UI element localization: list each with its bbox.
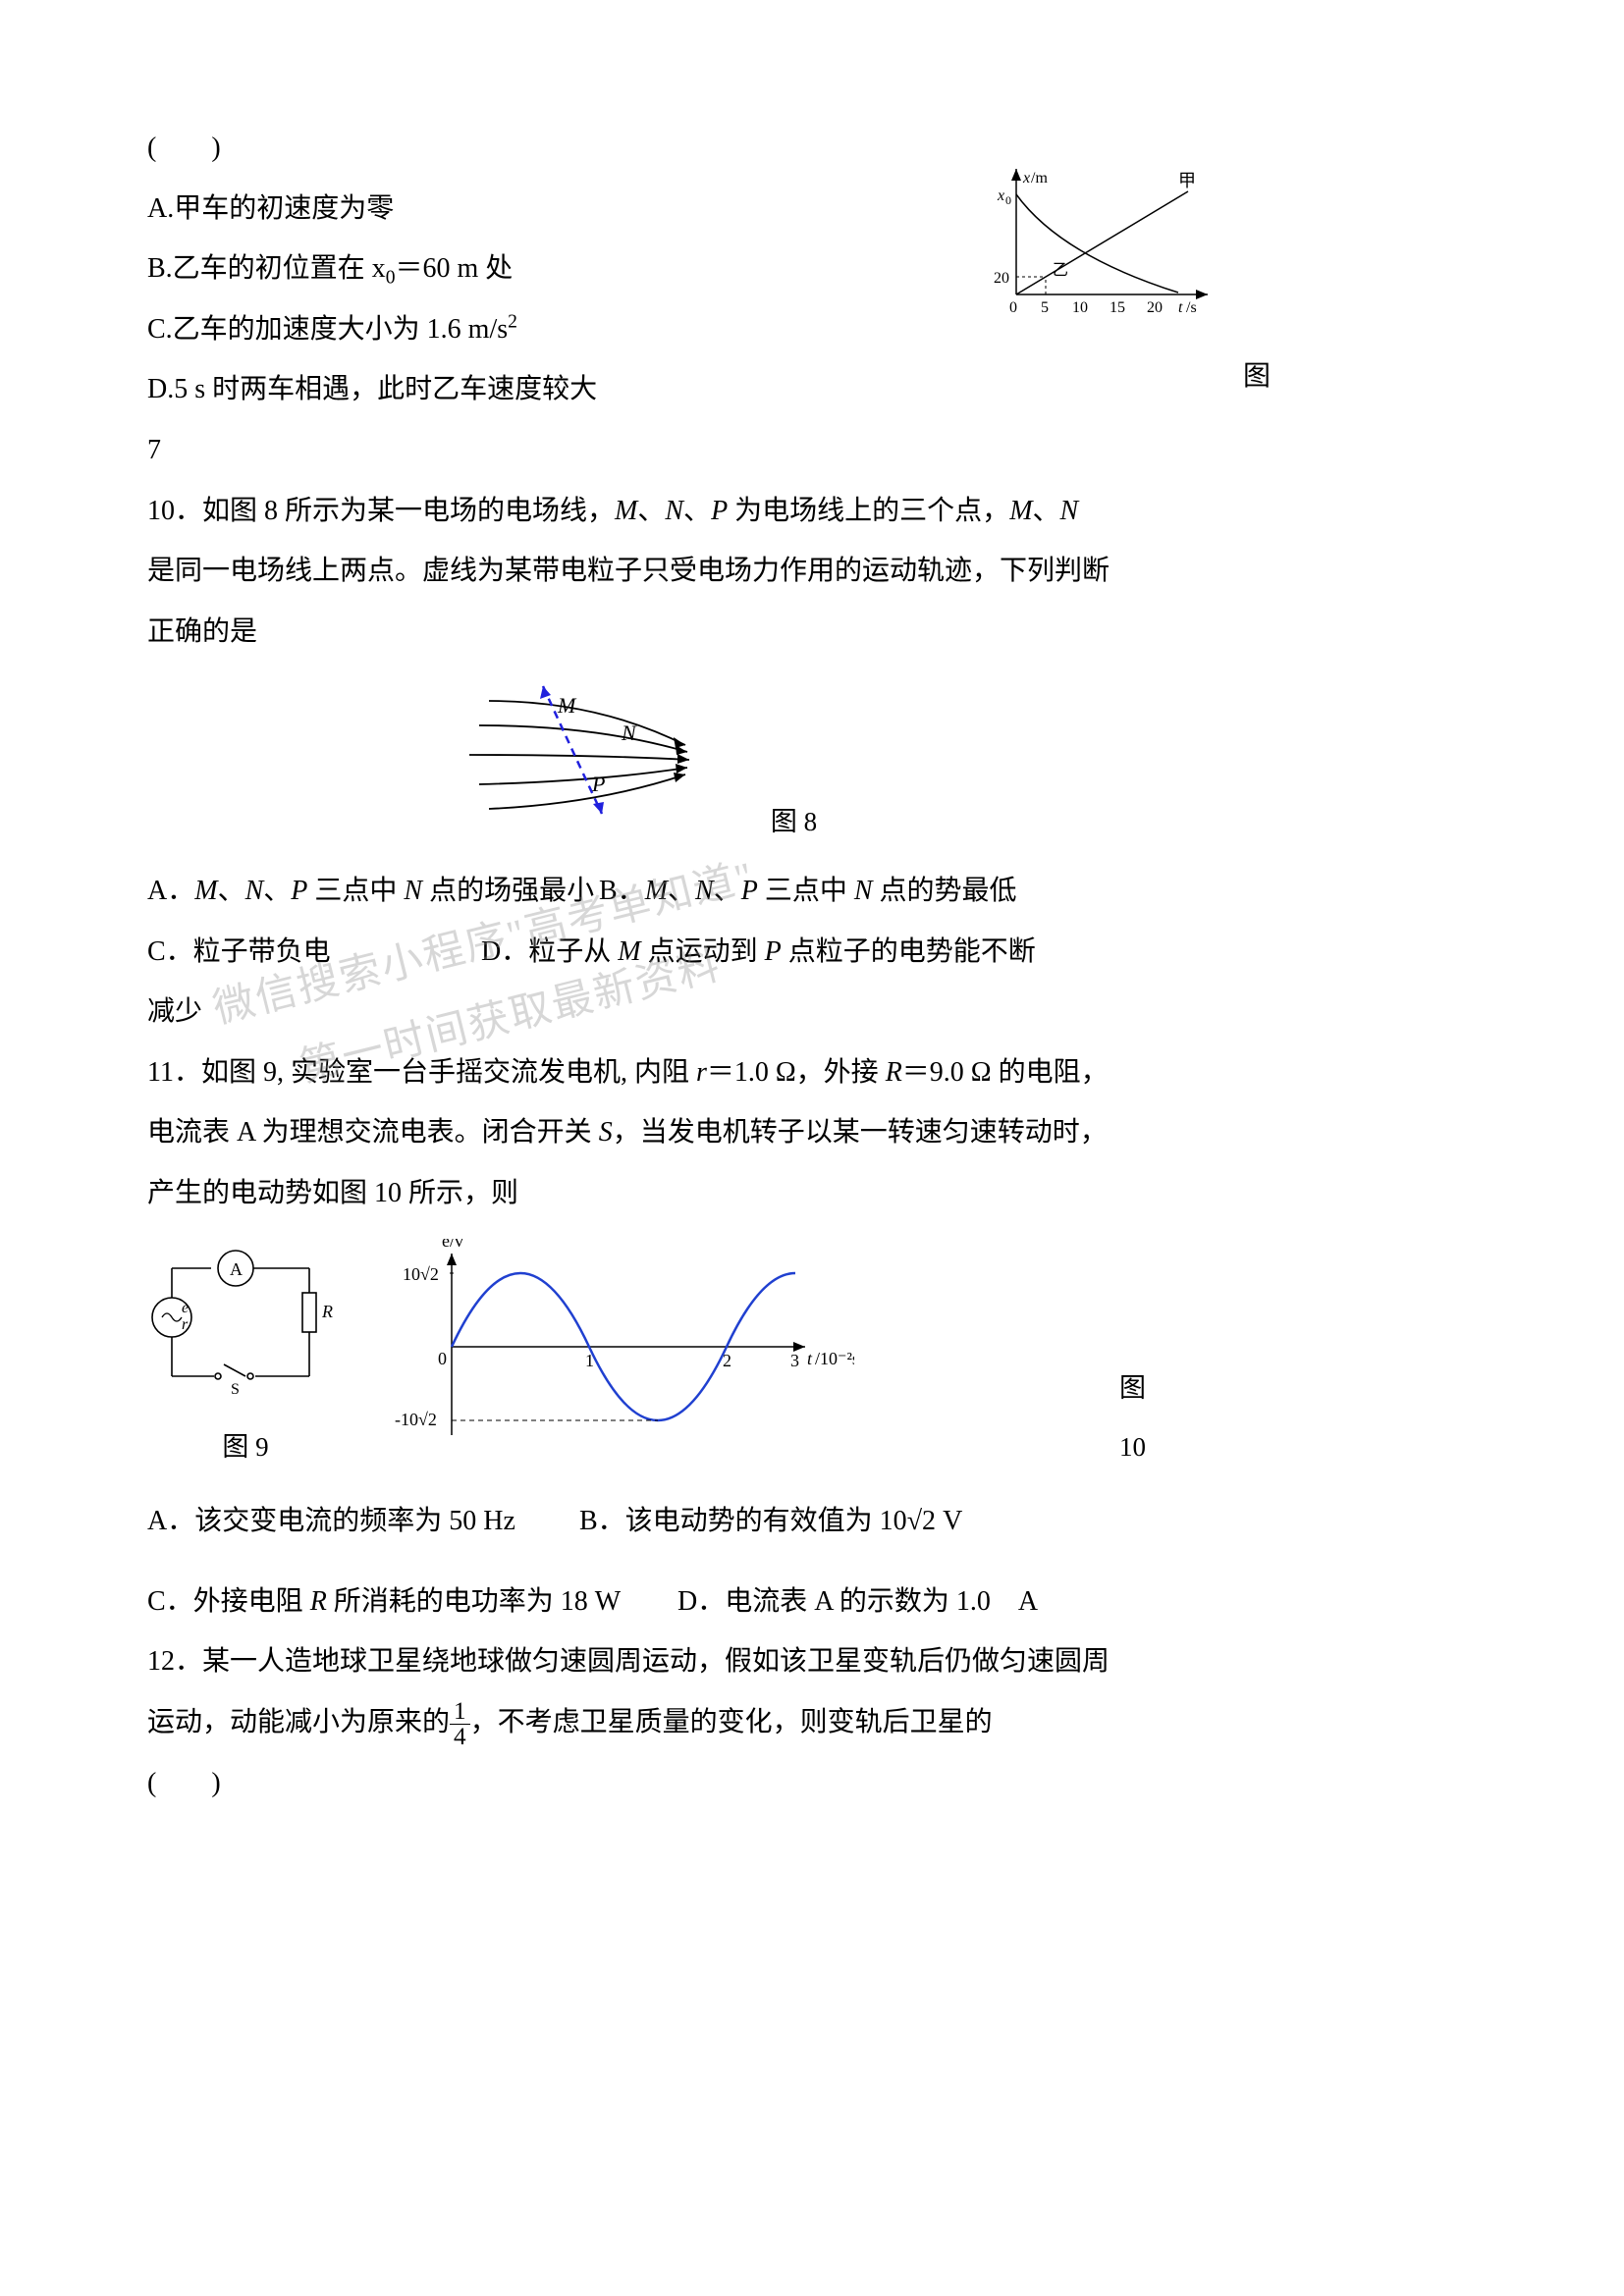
svg-text:e: e <box>182 1300 189 1316</box>
svg-text:/s: /s <box>1186 299 1197 316</box>
svg-text:r: r <box>182 1316 189 1333</box>
q11-sine-graph: e/v 10√2 0 -10√2 1 2 3 t /10⁻²s <box>383 1239 854 1477</box>
svg-text:0: 0 <box>1009 299 1017 316</box>
fig10-label: 图 10 <box>1119 1360 1146 1476</box>
q10-option-a: A．M、N、P 三点中 N 点的场强最小 <box>147 861 599 922</box>
q11-option-d: D．电流表 A 的示数为 1.0 A <box>677 1572 1129 1632</box>
svg-text:0: 0 <box>1005 193 1011 207</box>
svg-text:1: 1 <box>585 1351 594 1370</box>
q11-option-c: C．外接电阻 R 所消耗的电功率为 18 W <box>147 1572 677 1632</box>
fig9-label: 图 9 <box>147 1418 344 1476</box>
q10-stem-cont: 是同一电场线上两点。虚线为某带电粒子只受电场力作用的运动轨迹，下列判断正确的是 <box>147 541 1129 662</box>
svg-text:N: N <box>621 721 637 745</box>
q11-circuit-diagram: A e r R S 图 9 <box>147 1239 344 1476</box>
svg-text:乙: 乙 <box>1053 262 1068 279</box>
q10-stem: 10．如图 8 所示为某一电场的电场线，M、N、P 为电场线上的三个点，M、N <box>147 481 1129 542</box>
q8-field-diagram: M N P 图 8 <box>147 671 1129 851</box>
svg-text:t: t <box>1178 299 1183 316</box>
svg-text:15: 15 <box>1110 299 1125 316</box>
svg-text:R: R <box>321 1302 333 1321</box>
svg-text:M: M <box>557 693 577 718</box>
svg-text:5: 5 <box>1041 299 1049 316</box>
svg-text:20: 20 <box>994 270 1009 287</box>
svg-text:10√2: 10√2 <box>403 1264 439 1284</box>
q11-stem-line2: 电流表 A 为理想交流电表。闭合开关 S，当发电机转子以某一转速匀速转动时， <box>147 1102 1129 1163</box>
q12-stem-line1: 12．某一人造地球卫星绕地球做匀速圆周运动，假如该卫星变轨后仍做匀速圆周 <box>147 1631 1129 1692</box>
fig7-label: 图 <box>982 347 1271 407</box>
q11-stem-line3: 产生的电动势如图 10 所示，则 <box>147 1163 1129 1224</box>
svg-text:A: A <box>230 1259 243 1279</box>
svg-text:S: S <box>231 1381 240 1396</box>
q10-option-d-cont: 减少 <box>147 982 1129 1042</box>
q12-stem-line2: 运动，动能减小为原来的14，不考虑卫星质量的变化，则变轨后卫星的 <box>147 1692 1129 1753</box>
svg-text:P: P <box>591 772 605 796</box>
q11-stem-line1: 11．如图 9, 实验室一台手摇交流发电机, 内阻 r＝1.0 Ω，外接 R＝9… <box>147 1042 1129 1103</box>
q10-option-d: D．粒子从 M 点运动到 P 点粒子的电势能不断 <box>481 922 1129 983</box>
q9-fig-number-7: 7 <box>147 420 1129 481</box>
svg-text:-10√2: -10√2 <box>395 1410 437 1429</box>
svg-text:/m: /m <box>1031 170 1048 187</box>
svg-text:2: 2 <box>723 1351 731 1370</box>
q10-option-c: C．粒子带负电 <box>147 922 481 983</box>
svg-text:甲: 甲 <box>1178 171 1196 190</box>
svg-text:e/v: e/v <box>442 1239 463 1251</box>
svg-text:t: t <box>807 1349 813 1368</box>
svg-text:20: 20 <box>1147 299 1163 316</box>
svg-text:3: 3 <box>790 1351 799 1370</box>
q11-option-b: B．该电动势的有效值为 10√2 V <box>579 1491 1129 1552</box>
q11-option-a: A．该交变电流的频率为 50 Hz <box>147 1491 579 1552</box>
svg-text:10: 10 <box>1072 299 1088 316</box>
svg-text:/10⁻²s: /10⁻²s <box>815 1349 854 1368</box>
svg-text:x: x <box>1022 170 1030 187</box>
fig8-label: 图 8 <box>771 793 817 851</box>
q12-paren: ( ) <box>147 1753 1129 1814</box>
q7-xt-graph: x/m x0 20 0 5 10 15 20 t/s 甲 乙 图 <box>982 157 1276 406</box>
q10-option-b: B．M、N、P 三点中 N 点的势最低 <box>599 861 1129 922</box>
svg-text:x: x <box>997 187 1004 204</box>
svg-text:0: 0 <box>438 1349 447 1368</box>
